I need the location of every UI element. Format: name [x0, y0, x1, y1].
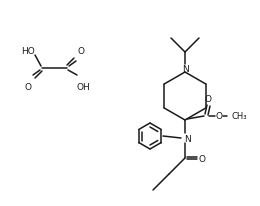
- Text: O: O: [205, 95, 211, 104]
- Text: CH₃: CH₃: [231, 112, 246, 121]
- Text: N: N: [184, 134, 190, 143]
- Text: N: N: [182, 64, 188, 73]
- Text: HO: HO: [21, 47, 35, 56]
- Text: O: O: [198, 154, 205, 163]
- Text: O: O: [216, 112, 223, 121]
- Text: OH: OH: [76, 82, 90, 91]
- Text: O: O: [24, 82, 31, 91]
- Text: O: O: [77, 46, 84, 55]
